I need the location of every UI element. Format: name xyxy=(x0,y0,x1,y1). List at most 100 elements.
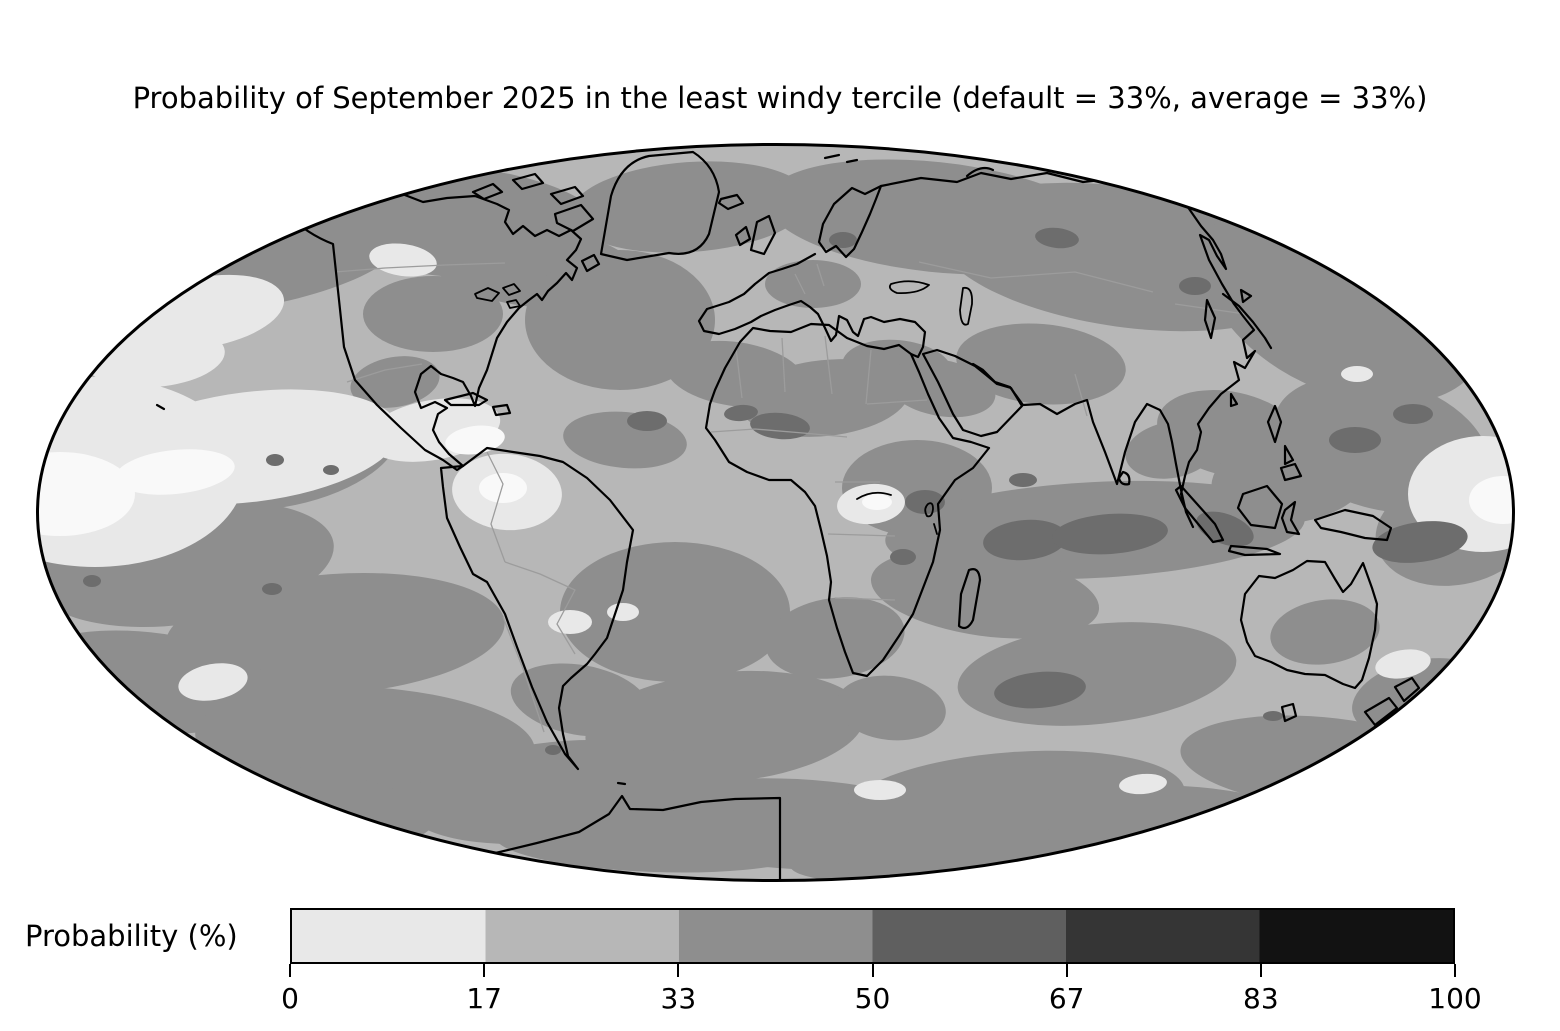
country-border xyxy=(504,561,576,655)
coastline-asia xyxy=(879,171,1257,529)
contour-patch xyxy=(1052,513,1168,555)
contour-patch xyxy=(1375,649,1431,679)
contour-patch xyxy=(1179,277,1211,295)
globe-outline xyxy=(36,143,1515,882)
coastline-arabia xyxy=(921,348,1024,438)
colorbar-tick-label: 83 xyxy=(1243,982,1279,1015)
coastline-antarctica xyxy=(485,794,782,881)
caspian-sea xyxy=(959,286,973,326)
contour-patch xyxy=(836,675,946,741)
contour-patch xyxy=(445,425,505,455)
colorbar-segment xyxy=(1066,910,1260,962)
colorbar-tick-label: 17 xyxy=(466,982,502,1015)
figure-title: Probability of September 2025 in the lea… xyxy=(132,81,1428,115)
contour-patch xyxy=(178,663,248,701)
coastline-sumatra xyxy=(1174,484,1225,544)
coastline-philippines xyxy=(1266,404,1303,482)
colorbar-tick xyxy=(677,964,680,977)
country-border xyxy=(866,399,928,405)
coastline-africa xyxy=(704,322,991,678)
coastline-europe xyxy=(697,252,927,359)
colorbar-segment xyxy=(872,910,1067,962)
country-border xyxy=(827,533,896,537)
coastline-novaya-zemlya xyxy=(965,166,995,178)
contour-layer-50-67 xyxy=(83,227,1468,755)
contour-patch xyxy=(724,404,758,422)
black-sea xyxy=(888,280,930,294)
colorbar xyxy=(290,908,1455,964)
contour-patch xyxy=(560,542,790,682)
contour-patch xyxy=(1263,711,1283,721)
contour-patch xyxy=(545,745,561,755)
coastline-south-america xyxy=(439,446,635,771)
colorbar-tick xyxy=(1259,964,1262,977)
coastline-taiwan xyxy=(1229,392,1239,408)
contour-patch xyxy=(1341,366,1373,382)
coastline-sulawesi xyxy=(1280,500,1301,536)
colorbar-tick-label: 100 xyxy=(1428,982,1482,1015)
coastline-new-zealand xyxy=(1363,676,1421,727)
colorbar-segment xyxy=(678,910,873,962)
coastline-scandinavia xyxy=(817,184,883,259)
country-border xyxy=(865,349,872,405)
contour-patch xyxy=(1035,227,1079,249)
coastline-java xyxy=(1227,544,1282,557)
contour-patch xyxy=(890,549,916,565)
contour-patch xyxy=(1469,476,1514,524)
contour-patch xyxy=(262,583,282,595)
country-border xyxy=(486,451,506,563)
country-border xyxy=(918,261,1154,293)
coastline-hawaii xyxy=(155,403,166,411)
contour-patch xyxy=(323,465,339,475)
contour-patch xyxy=(870,549,1100,639)
contour-patch xyxy=(1372,521,1468,563)
colorbar-segment xyxy=(1259,910,1453,962)
colorbar-tick xyxy=(483,964,486,977)
contour-layer-lowest-core xyxy=(37,425,1514,536)
contour-patch xyxy=(765,260,861,308)
contour-patch xyxy=(854,780,906,800)
african-great-lakes xyxy=(924,502,938,535)
contour-patch xyxy=(1009,473,1037,487)
coastline-canadian-arctic-islands xyxy=(471,172,595,233)
colorbar-tick-label: 67 xyxy=(1048,982,1085,1015)
contour-patch xyxy=(607,603,639,621)
coastline-british-isles xyxy=(734,214,777,256)
country-border xyxy=(710,428,848,438)
contour-patch xyxy=(829,232,857,248)
contour-patch xyxy=(765,597,905,679)
contour-patch xyxy=(548,610,592,634)
contour-patch xyxy=(525,250,715,390)
coastline-japan xyxy=(1221,288,1273,350)
country-border xyxy=(794,273,806,295)
contour-patch xyxy=(1393,404,1433,424)
country-border xyxy=(824,335,833,395)
coastline-sakhalin xyxy=(1203,298,1217,340)
country-border xyxy=(502,616,545,733)
congo-river xyxy=(856,491,892,500)
coastlines-layer xyxy=(155,150,1421,881)
contour-patch xyxy=(905,490,945,514)
contour-patch xyxy=(495,811,815,873)
colorbar-tick xyxy=(1065,964,1068,977)
contour-patch xyxy=(994,671,1086,709)
contour-patch xyxy=(363,276,503,352)
contour-patch xyxy=(1329,427,1381,453)
colorbar-tick-label: 0 xyxy=(281,982,299,1015)
coastline-greenland xyxy=(599,150,721,262)
colorbar-segment xyxy=(485,910,680,962)
world-probability-map xyxy=(36,143,1515,882)
contour-patch xyxy=(862,494,892,510)
contour-patch xyxy=(627,411,667,431)
country-border xyxy=(816,263,825,287)
colorbar-label: Probability (%) xyxy=(25,919,238,953)
country-border xyxy=(334,262,506,273)
coastline-sri-lanka xyxy=(1117,470,1131,486)
contour-patch xyxy=(570,161,810,253)
country-border xyxy=(781,337,786,393)
country-border xyxy=(834,597,896,601)
colorbar-segment xyxy=(292,910,486,962)
coastline-iceland xyxy=(717,193,745,211)
coastline-newfoundland xyxy=(580,253,601,273)
